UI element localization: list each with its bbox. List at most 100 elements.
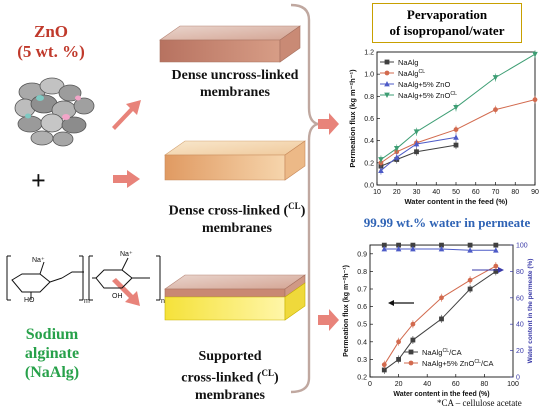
y2-axis-label: Water content in the permeate (%)	[527, 259, 534, 364]
chart-bottom: 0 20 40 60 80 100 0.2 0.3 0.4 0.5 0.6 0.7 0.8 0.9 0 20 4…	[343, 243, 534, 399]
data-point	[414, 149, 419, 155]
data-point	[381, 367, 387, 373]
data-point	[410, 242, 416, 248]
legend-label: NaAlg+5% ZnO	[398, 80, 450, 89]
data-point	[413, 129, 420, 135]
legend-name: NaAlg	[422, 348, 442, 357]
series-line	[384, 248, 496, 251]
y-tick-label: 0.8	[364, 94, 374, 101]
zno-label-line1: ZnO	[33, 22, 69, 41]
legend-marker	[384, 59, 390, 65]
legend-label: NaAlg+5% ZnOCL	[398, 91, 457, 100]
x-tick-label: 70	[492, 189, 500, 196]
x-tick-label: 60	[452, 381, 460, 388]
x-tick-label: 80	[511, 189, 519, 196]
x-tick-label: 60	[472, 189, 480, 196]
y-tick-label: 1.0	[364, 72, 374, 79]
y-axis-label: Permeation flux (kg m⁻²h⁻¹)	[343, 265, 350, 357]
label-supported-text: cross-linked (	[181, 370, 262, 386]
y-tick-label: 0.7	[357, 287, 367, 294]
data-point	[396, 339, 401, 345]
legend-name: NaAlg	[398, 69, 418, 78]
series-line	[380, 53, 536, 160]
sodium-alginate-label: Sodium alginate (NaAlg)	[6, 325, 98, 382]
x-tick-label: 50	[452, 189, 460, 196]
y-tick-label: 0.6	[357, 304, 367, 311]
series-line	[380, 136, 457, 171]
label-uncrosslinked: Dense uncross-linked membranes	[160, 67, 310, 101]
label-uncrosslinked-line1: Dense uncross-linked	[171, 68, 299, 83]
zno-label: ZnO (5 wt. %)	[16, 22, 86, 62]
data-point	[467, 277, 473, 283]
axis-pointer-right-head	[498, 267, 504, 273]
subscript-n: n	[161, 298, 165, 305]
data-point	[453, 105, 459, 111]
series-line	[380, 99, 536, 164]
data-point	[532, 51, 538, 58]
data-point	[378, 157, 384, 163]
y2-tick-label: 80	[516, 269, 524, 276]
x-tick-label: 30	[413, 189, 421, 196]
y-tick-label: 0.4	[357, 339, 367, 346]
data-point	[413, 140, 420, 147]
data-point	[493, 263, 499, 269]
x-tick-label: 40	[432, 189, 440, 196]
label-crosslinked-line2: membranes	[202, 220, 272, 236]
label-supported-line2: cross-linked (CL) membranes	[150, 365, 310, 404]
legend-label: NaAlg	[398, 58, 418, 67]
x-axis-label: Water content in the feed (%)	[393, 391, 489, 398]
label-crosslinked-sup: CL	[288, 201, 301, 211]
label-supported-line1: Supported	[198, 349, 262, 364]
y-tick-label: 1.2	[364, 50, 374, 57]
x-tick-label: 40	[423, 381, 431, 388]
data-point	[532, 97, 538, 103]
y-tick-label: 0.8	[357, 269, 367, 276]
data-point	[395, 245, 402, 252]
data-point	[378, 167, 384, 173]
right-arrows	[318, 113, 339, 331]
pervaporation-title-line1: Pervaporation	[406, 7, 488, 22]
data-point	[493, 269, 499, 274]
zno-label-line2: (5 wt. %)	[17, 42, 85, 61]
y2-tick-label: 60	[516, 295, 524, 302]
y2-tick-label: 20	[516, 348, 524, 355]
legend-sup: CL	[474, 359, 481, 365]
y-tick-label: 0.0	[364, 183, 374, 190]
y2-tick-label: 0	[516, 375, 520, 382]
legend-name: NaAlg+5% ZnO	[398, 91, 450, 100]
permeate-purity: 99.99 wt.% water in permeate	[363, 215, 531, 230]
label-crosslinked-close: )	[300, 203, 306, 219]
data-point	[410, 321, 416, 327]
na-plus-1: Na⁺	[32, 257, 45, 264]
y-tick-label: 0.5	[357, 322, 367, 329]
data-point	[410, 245, 416, 252]
series-line	[383, 265, 497, 365]
label-crosslinked-text: Dense cross-linked (	[168, 203, 289, 219]
membrane-block-uncrosslinked	[159, 25, 301, 63]
series-line	[380, 144, 457, 167]
data-point	[393, 154, 400, 160]
x-tick-label: 20	[395, 381, 403, 388]
data-point	[439, 295, 444, 301]
data-point	[381, 245, 388, 252]
data-point	[493, 242, 499, 248]
legend-marker	[408, 360, 414, 366]
y2-tick-label: 40	[516, 322, 524, 329]
label-supported-sup: CL	[261, 368, 275, 378]
y-tick-label: 0.2	[357, 375, 367, 382]
chart-top: 10 20 30 40 50 60 70 80 90 0.0 0.2 0.4 0.6 0.8 1.0 1.2 W…	[348, 50, 539, 207]
label-supported-close: ) membranes	[195, 370, 279, 403]
data-point	[467, 247, 473, 253]
membrane-block-supported	[164, 274, 306, 321]
data-point	[493, 247, 499, 253]
legend-label: NaAlgCL/CA	[422, 348, 462, 357]
x-tick-label: 20	[393, 189, 401, 196]
data-point	[381, 362, 387, 368]
sodium-alginate-line3: (NaAlg)	[24, 364, 80, 381]
legend-suffix: /CA	[449, 348, 462, 357]
data-point	[410, 337, 416, 343]
legend-marker	[384, 70, 390, 76]
legend-sup: CL	[442, 348, 449, 354]
legend-sup: CL	[450, 91, 457, 97]
